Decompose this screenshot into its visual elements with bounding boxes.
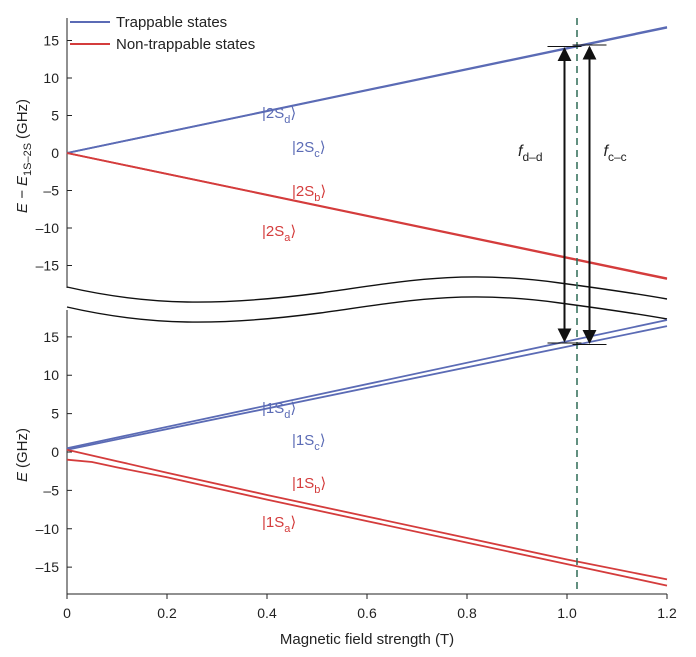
state-label-sub: d bbox=[284, 114, 290, 126]
transition-label-sub: d–d bbox=[522, 150, 542, 164]
y-tick-label: –5 bbox=[43, 482, 59, 498]
y-tick-label: 10 bbox=[43, 367, 59, 383]
state-label-close: ⟩ bbox=[290, 223, 296, 240]
y-tick-label: –5 bbox=[43, 183, 59, 199]
bottom-y-label-main: E bbox=[14, 471, 31, 482]
legend-label-trappable: Trappable states bbox=[116, 14, 227, 31]
y-tick-label: –10 bbox=[36, 521, 60, 537]
state-label-sub: b bbox=[314, 192, 320, 204]
top-panel-y-ticks: 15 10 5 0 –5 –10 –15 bbox=[36, 33, 72, 274]
y-tick-label: 5 bbox=[51, 406, 59, 422]
state-label-close: ⟩ bbox=[290, 105, 296, 122]
top-panel-y-label: E − E1S–2S (GHz) bbox=[14, 99, 34, 213]
axis-break bbox=[66, 276, 668, 323]
transition-label-main: f bbox=[604, 143, 610, 160]
state-label-close: ⟩ bbox=[320, 183, 326, 200]
x-axis-label: Magnetic field strength (T) bbox=[280, 631, 454, 648]
legend: Trappable states Non-trappable states bbox=[70, 14, 255, 53]
state-label-top-d: |2Sd⟩ bbox=[262, 105, 296, 126]
top-panel: 15 10 5 0 –5 –10 –15 bbox=[36, 18, 72, 288]
y-tick-label: –15 bbox=[36, 258, 60, 274]
state-label-close: ⟩ bbox=[320, 432, 326, 449]
transition-label-c–c: fc–c bbox=[604, 143, 627, 164]
state-label-main: |1S bbox=[292, 475, 314, 492]
bottom-panel: 15 10 5 0 –5 –10 –15 0 0.2 0.4 0.6 0.8 1.0 1.2 bbox=[36, 310, 677, 621]
series-line-bottom-b bbox=[66, 448, 668, 581]
state-labels: |2Sd⟩|2Sc⟩|2Sb⟩|2Sa⟩|1Sd⟩|1Sc⟩|1Sb⟩|1Sa⟩ bbox=[262, 105, 326, 535]
axis-break-line-upper bbox=[66, 276, 668, 303]
state-label-close: ⟩ bbox=[290, 400, 296, 417]
y-tick-label: 15 bbox=[43, 329, 59, 345]
state-label-close: ⟩ bbox=[290, 514, 296, 531]
y-tick-label: 0 bbox=[51, 145, 59, 161]
top-y-label-unit: (GHz) bbox=[14, 99, 31, 139]
state-label-sub: a bbox=[284, 523, 291, 535]
x-tick-label: 0 bbox=[63, 605, 71, 621]
state-label-top-a: |2Sa⟩ bbox=[262, 223, 296, 244]
state-label-main: |2S bbox=[262, 105, 284, 122]
bottom-panel-y-label: E (GHz) bbox=[14, 428, 31, 482]
y-tick-label: –10 bbox=[36, 220, 60, 236]
x-tick-label: 0.4 bbox=[257, 605, 277, 621]
state-label-main: |2S bbox=[262, 223, 284, 240]
state-label-main: |2S bbox=[292, 183, 314, 200]
state-label-bottom-b: |1Sb⟩ bbox=[292, 475, 326, 496]
state-label-main: |2S bbox=[292, 139, 314, 156]
axis-break-line-lower bbox=[66, 296, 668, 323]
top-y-label-sub: 1S–2S bbox=[22, 143, 34, 176]
transition-label-sub: c–c bbox=[608, 150, 627, 164]
y-tick-label: 0 bbox=[51, 444, 59, 460]
y-tick-label: 10 bbox=[43, 70, 59, 86]
state-label-sub: a bbox=[284, 232, 291, 244]
bottom-panel-y-ticks: 15 10 5 0 –5 –10 –15 bbox=[36, 329, 72, 575]
state-label-main: |1S bbox=[292, 432, 314, 449]
x-tick-label: 0.2 bbox=[157, 605, 177, 621]
state-label-bottom-d: |1Sd⟩ bbox=[262, 400, 296, 421]
x-ticks: 0 0.2 0.4 0.6 0.8 1.0 1.2 bbox=[63, 594, 677, 621]
y-tick-label: 5 bbox=[51, 108, 59, 124]
y-tick-label: 15 bbox=[43, 33, 59, 49]
x-tick-label: 0.6 bbox=[357, 605, 377, 621]
state-label-main: |1S bbox=[262, 514, 284, 531]
state-label-sub: d bbox=[284, 409, 290, 421]
state-label-bottom-a: |1Sa⟩ bbox=[262, 514, 296, 535]
state-label-top-b: |2Sb⟩ bbox=[292, 183, 326, 204]
state-label-close: ⟩ bbox=[320, 139, 326, 156]
x-tick-label: 1.2 bbox=[657, 605, 677, 621]
transition-label-main: f bbox=[518, 143, 524, 160]
state-label-bottom-c: |1Sc⟩ bbox=[292, 432, 326, 453]
legend-label-non-trappable: Non-trappable states bbox=[116, 36, 255, 53]
state-label-sub: c bbox=[314, 148, 320, 160]
x-tick-label: 1.0 bbox=[557, 605, 577, 621]
bottom-y-label-unit: (GHz) bbox=[14, 428, 31, 468]
series-line-bottom-a bbox=[66, 458, 668, 587]
transition-label-d–d: fd–d bbox=[518, 143, 542, 164]
y-tick-label: –15 bbox=[36, 559, 60, 575]
top-y-label-main: E − E bbox=[14, 175, 31, 213]
transition-arrows: fd–d fc–c bbox=[518, 44, 627, 346]
state-label-sub: b bbox=[314, 484, 320, 496]
state-label-close: ⟩ bbox=[320, 475, 326, 492]
state-label-top-c: |2Sc⟩ bbox=[292, 139, 326, 160]
x-tick-label: 0.8 bbox=[457, 605, 477, 621]
state-label-main: |1S bbox=[262, 400, 284, 417]
series-line-bottom-c bbox=[66, 325, 668, 451]
state-label-sub: c bbox=[314, 441, 320, 453]
